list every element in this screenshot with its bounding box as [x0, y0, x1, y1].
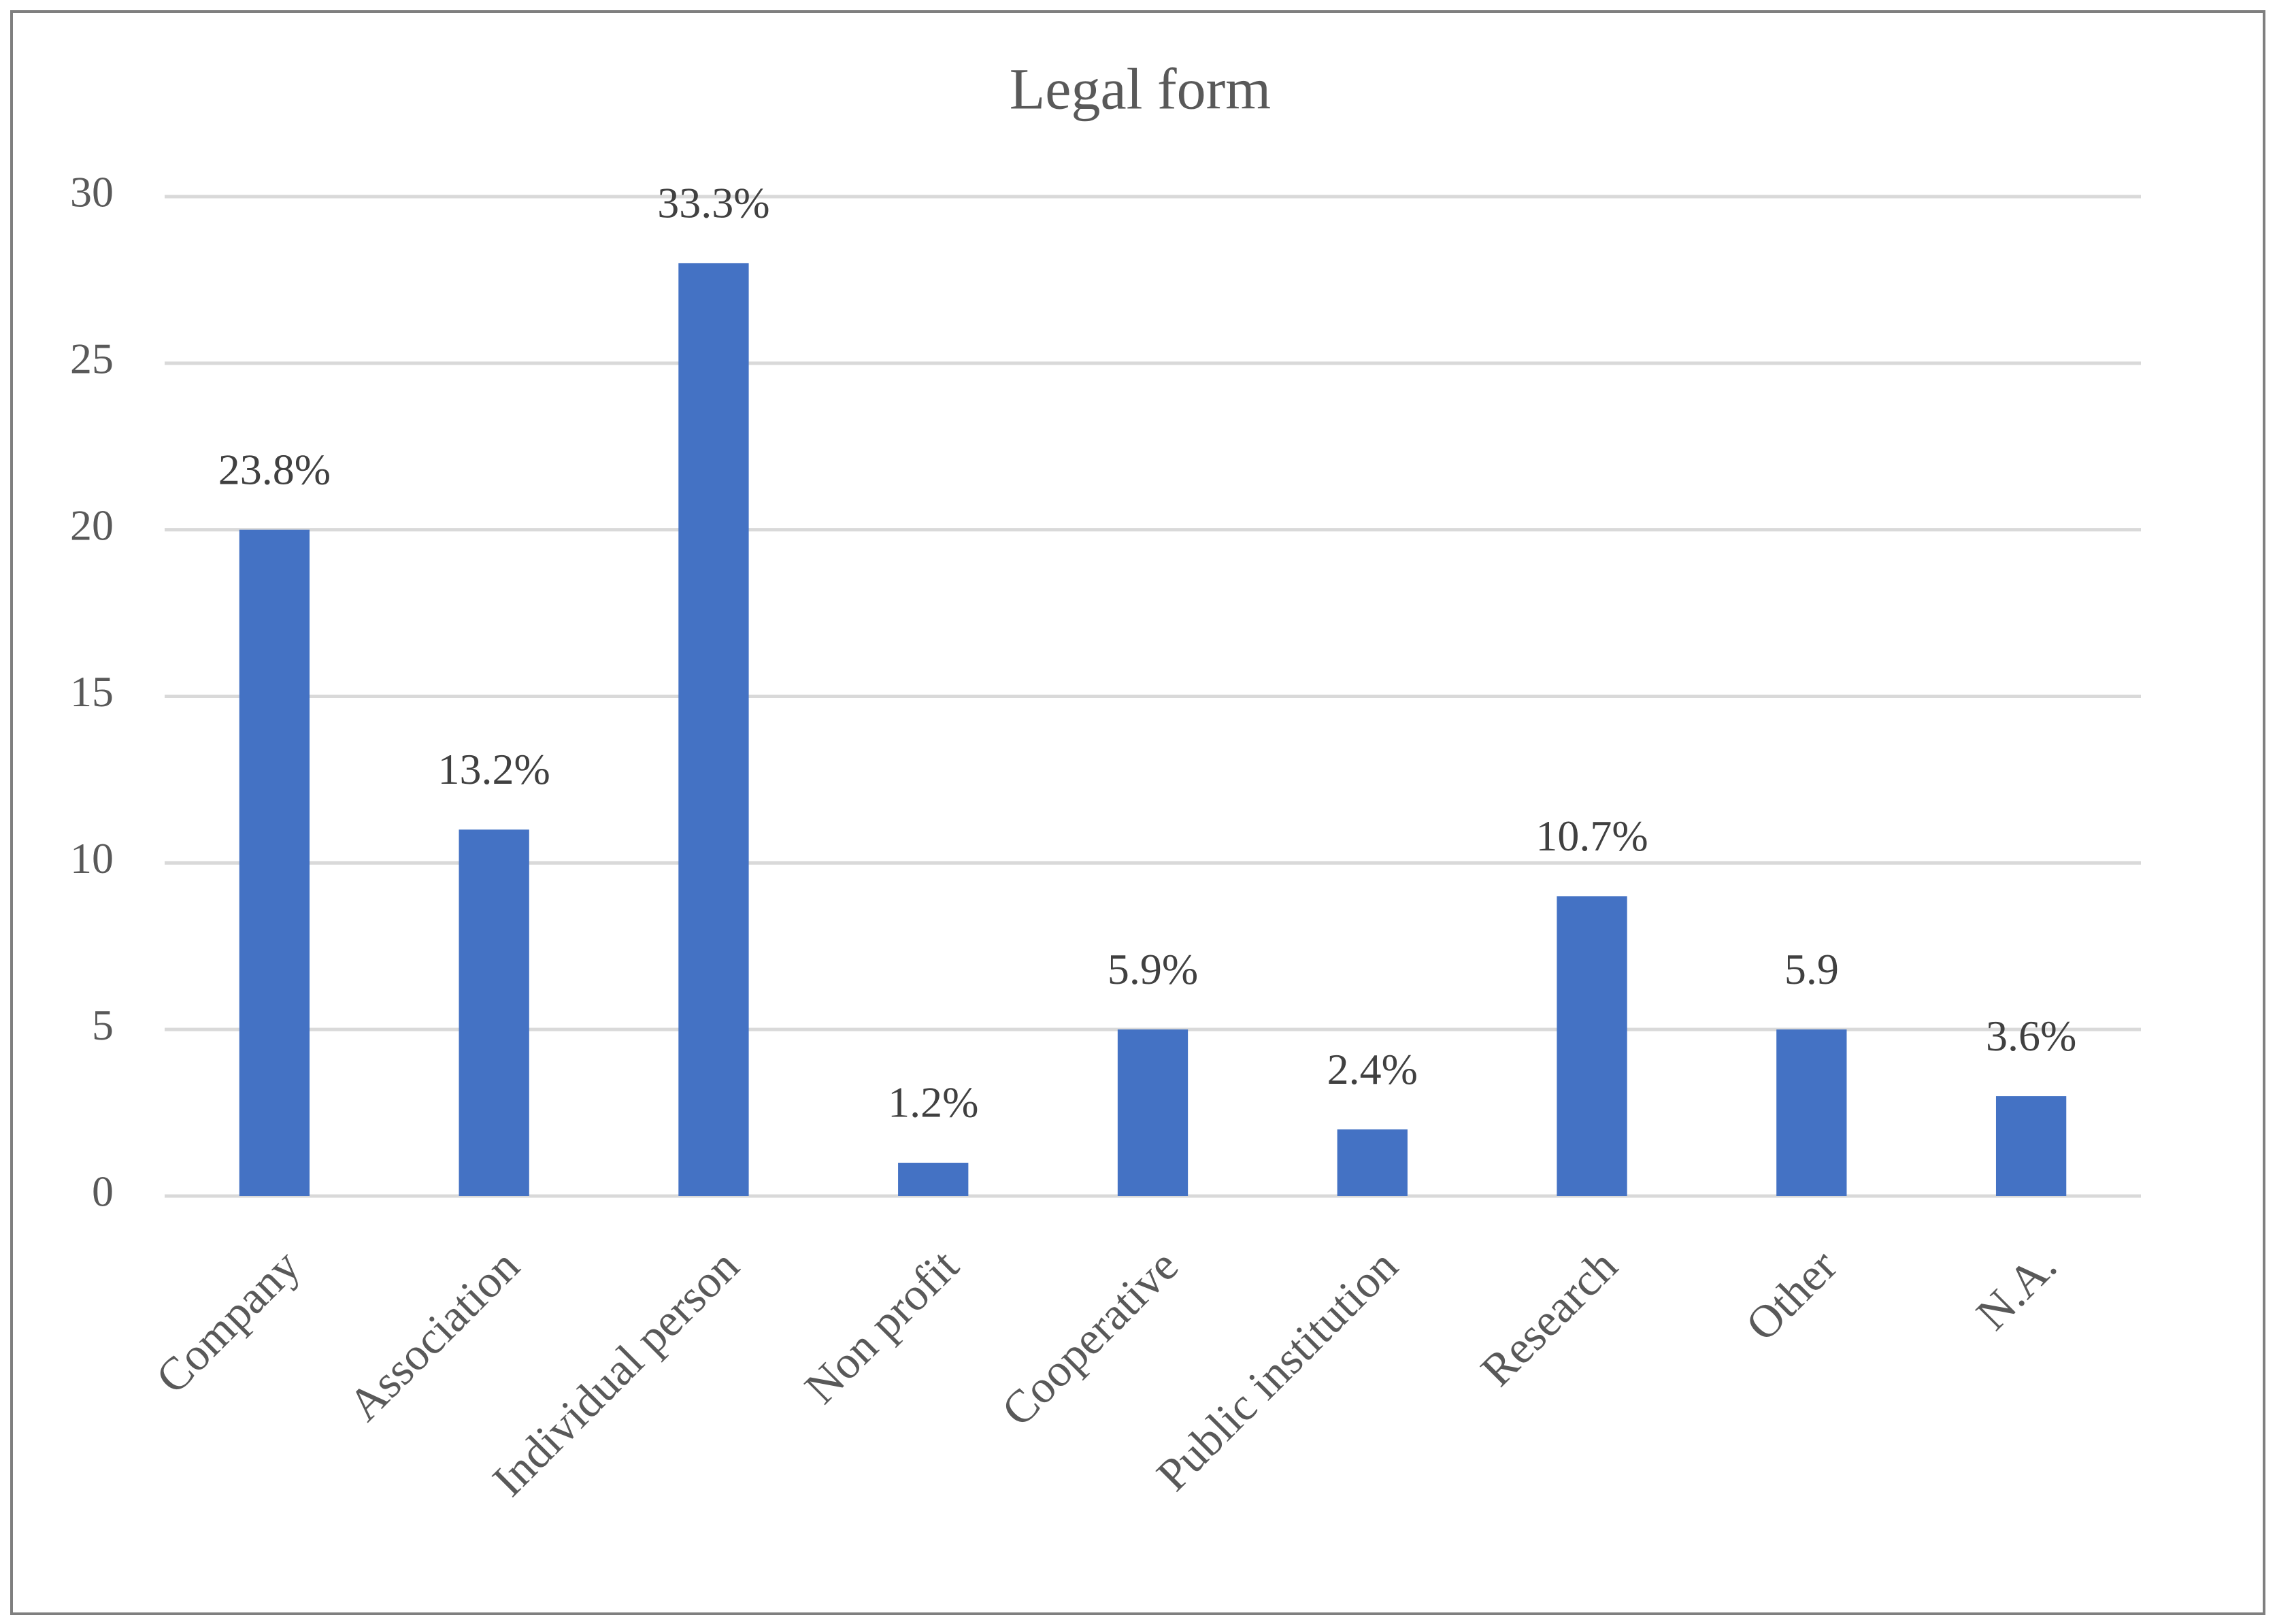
chart-border	[10, 10, 2265, 1615]
y-tick-label: 30	[70, 168, 114, 216]
bar	[1557, 896, 1627, 1196]
y-tick-label: 0	[92, 1167, 114, 1216]
bar	[459, 829, 529, 1196]
bar	[1337, 1129, 1408, 1196]
data-label: 1.2%	[888, 1078, 978, 1127]
data-label: 33.3%	[657, 179, 769, 227]
bar	[678, 263, 749, 1196]
data-label: 3.6%	[1986, 1012, 2076, 1060]
data-label: 5.9%	[1108, 945, 1198, 993]
data-label: 23.8%	[218, 445, 331, 493]
chart-title: Legal form	[1010, 56, 1271, 122]
bar	[1776, 1029, 1847, 1196]
y-tick-label: 5	[92, 1001, 114, 1049]
data-label: 10.7%	[1535, 812, 1648, 860]
bar	[239, 529, 310, 1196]
bar	[1117, 1029, 1189, 1196]
bar	[898, 1163, 969, 1196]
data-label: 5.9	[1784, 945, 1839, 993]
y-tick-label: 15	[70, 667, 114, 716]
data-label: 13.2%	[438, 745, 550, 793]
y-tick-label: 25	[70, 335, 114, 383]
y-tick-label: 20	[70, 501, 114, 549]
y-tick-label: 10	[70, 834, 114, 882]
data-label: 2.4%	[1327, 1045, 1418, 1093]
bar	[1995, 1096, 2067, 1196]
